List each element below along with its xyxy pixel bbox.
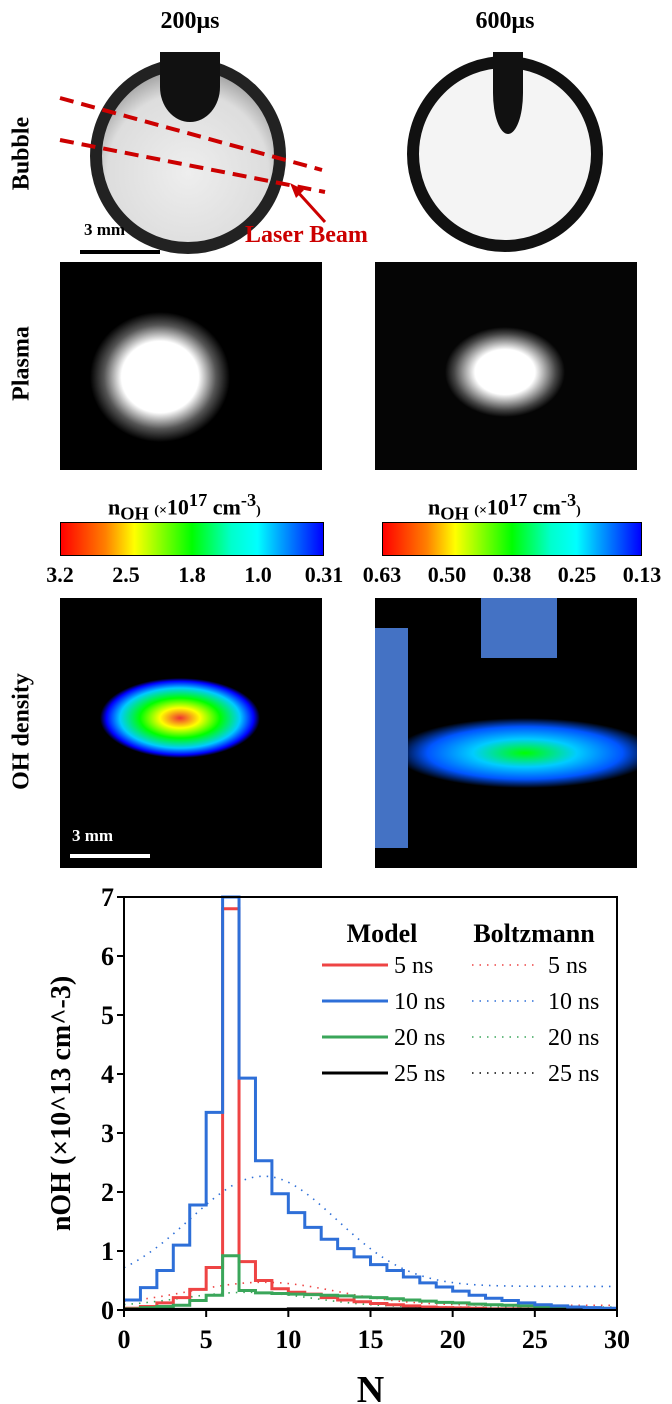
- bubble-image-600us: [375, 52, 637, 254]
- x-tick-label: 15: [358, 1325, 384, 1354]
- x-tick-label: 10: [275, 1325, 301, 1354]
- colorbar-title-left: nOH (×1017 cm-3): [108, 490, 261, 524]
- row-label-oh-density: OH density: [8, 673, 35, 790]
- y-tick-label: 5: [101, 1001, 114, 1030]
- bubble-image-200us: [60, 52, 322, 254]
- oh-density-image-600us: [375, 598, 637, 868]
- legend-model-label: 5 ns: [394, 953, 433, 979]
- oh-density-image-200us: 3 mm: [60, 598, 322, 868]
- column-title-600us: 600μs: [475, 8, 535, 34]
- y-tick-label: 0: [101, 1296, 114, 1325]
- x-axis-label: N: [357, 1369, 384, 1404]
- row-label-plasma: Plasma: [8, 326, 35, 401]
- y-tick-label: 3: [101, 1119, 114, 1148]
- laser-beam-upper-line: [59, 96, 323, 172]
- y-tick-label: 4: [101, 1060, 114, 1089]
- laser-beam-label: Laser Beam: [245, 222, 368, 248]
- legend-model-label: 10 ns: [394, 989, 445, 1015]
- colorbar-tick-label: 3.2: [46, 562, 74, 587]
- plasma-image-200us: [60, 262, 322, 470]
- legend-boltzmann-label: 10 ns: [548, 989, 599, 1015]
- scale-bar-line-oh: [70, 854, 150, 858]
- colorbar-tick-label: 0.31: [304, 562, 344, 587]
- colorbar-right: [382, 522, 642, 556]
- legend-model-label: 20 ns: [394, 1025, 445, 1051]
- legend-boltzmann-label: 5 ns: [548, 953, 587, 979]
- plasma-image-600us: [375, 262, 637, 470]
- colorbar-tick-label: 1.0: [244, 562, 272, 587]
- x-tick-label: 25: [522, 1325, 548, 1354]
- x-tick-label: 30: [604, 1325, 630, 1354]
- x-tick-label: 5: [200, 1325, 213, 1354]
- y-tick-label: 1: [101, 1237, 114, 1266]
- legend-boltzmann-label: 25 ns: [548, 1061, 599, 1087]
- y-tick-label: 6: [101, 942, 114, 971]
- column-title-200us: 200μs: [160, 8, 220, 34]
- arrow-icon: [294, 188, 327, 224]
- scale-bar-label: 3 mm: [84, 220, 126, 239]
- colorbar-tick-label: 1.8: [178, 562, 206, 587]
- x-tick-label: 0: [118, 1325, 131, 1354]
- colorbar-tick-label: 0.63: [362, 562, 402, 587]
- laser-beam-lower-line: [59, 138, 326, 194]
- legend-model-label: 25 ns: [394, 1061, 445, 1087]
- colorbar-tick-label: 0.13: [622, 562, 662, 587]
- colorbar-tick-label: 0.50: [427, 562, 467, 587]
- x-tick-label: 20: [440, 1325, 466, 1354]
- y-axis-label: nOH (×10^13 cm^-3): [46, 976, 77, 1231]
- electrode-left: [375, 628, 408, 848]
- colorbar-title-right: nOH (×1017 cm-3): [428, 490, 581, 524]
- arrow-head-icon: [290, 183, 304, 198]
- legend-boltzmann-label: 20 ns: [548, 1025, 599, 1051]
- model-step-10ns: [124, 895, 617, 1310]
- colorbar-tick-label: 0.25: [557, 562, 597, 587]
- legend-header-model: Model: [347, 919, 418, 948]
- colorbar-left: [60, 522, 324, 556]
- scale-bar-label-oh: 3 mm: [72, 826, 114, 845]
- y-tick-label: 7: [101, 883, 114, 912]
- boltzmann-curve-10ns: [123, 1175, 618, 1288]
- colorbar-tick-label: 2.5: [112, 562, 140, 587]
- colorbar-tick-label: 0.38: [492, 562, 532, 587]
- y-tick-label: 2: [101, 1178, 114, 1207]
- laser-beam-overlay: [59, 96, 327, 254]
- electrode-top: [481, 598, 557, 658]
- legend-header-boltzmann: Boltzmann: [473, 919, 595, 948]
